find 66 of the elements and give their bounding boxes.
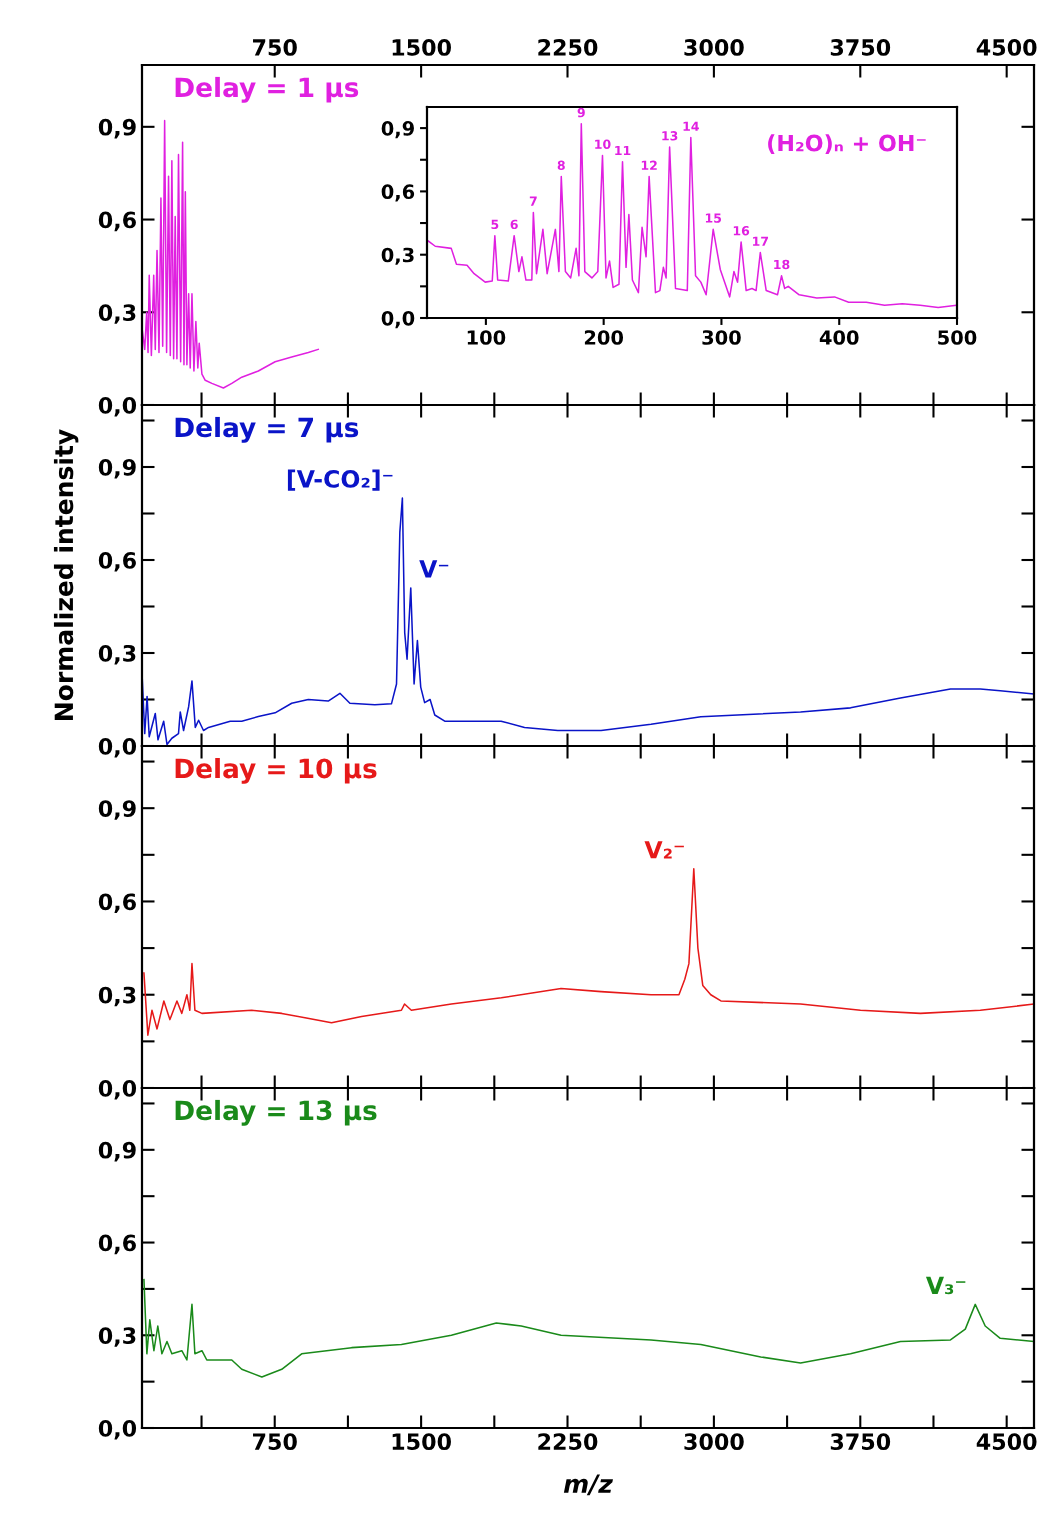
annotation: 12	[641, 160, 657, 170]
y-tick-label: 0,0	[98, 1079, 137, 1100]
chart-title: Delay = 1 µs	[175, 76, 359, 103]
line-series	[143, 868, 1034, 1036]
x2-tick-label: 4500	[976, 39, 1037, 56]
x-tick-label: 750	[253, 1433, 297, 1451]
annotation: V₂⁻	[644, 841, 684, 859]
y-tick-label: 0,3	[98, 986, 136, 1007]
y-tick-label: 0,6	[381, 184, 415, 202]
chart-title: Delay = 10 µs	[175, 757, 377, 784]
x-tick-label: 3000	[684, 1433, 744, 1451]
annotation: [V-CO₂]⁻	[287, 469, 393, 491]
y-axis-title: Normalized intensity	[53, 429, 79, 720]
y-tick-label: 0,9	[381, 121, 414, 139]
y-tick-label: 0,6	[98, 551, 136, 572]
y-tick-label: 0,0	[98, 737, 137, 758]
annotation: 7	[529, 196, 537, 206]
y-tick-label: 0,0	[98, 1419, 137, 1440]
chart-title: Delay = 7 µs	[175, 416, 359, 443]
annotation: V₃⁻	[925, 1276, 966, 1295]
y-tick-label: 0,3	[98, 304, 136, 324]
y-tick-label: 0,6	[98, 1234, 136, 1255]
x2-tick-label: 2250	[538, 39, 598, 56]
annotation: (H₂O)ₙ + OH⁻	[768, 134, 926, 155]
annotation: V⁻	[419, 560, 449, 578]
annotation: 15	[705, 213, 722, 223]
x2-tick-label: 750	[253, 39, 297, 56]
x-tick-label: 3750	[830, 1433, 891, 1451]
line-series	[143, 1278, 1034, 1378]
annotation: 9	[577, 107, 585, 118]
annotation: 16	[733, 226, 750, 236]
x-tick-label: 400	[819, 330, 859, 345]
x2-tick-label: 3000	[684, 39, 744, 56]
x2-tick-label: 3750	[830, 39, 891, 56]
y-tick-label: 0,9	[98, 1141, 136, 1162]
x-tick-label: 500	[938, 330, 977, 345]
y-tick-label: 0,9	[98, 458, 136, 479]
annotation: 14	[683, 121, 699, 131]
x-tick-label: 200	[584, 330, 624, 345]
annotation: 13	[662, 131, 678, 141]
y-tick-label: 0,9	[98, 800, 136, 820]
y-tick-label: 0,6	[98, 893, 136, 914]
annotation: 10	[595, 139, 611, 149]
x-axis-title: m/z	[563, 1474, 613, 1496]
annotation: 6	[510, 219, 518, 230]
y-tick-label: 0,0	[98, 396, 137, 417]
y-tick-label: 0,3	[98, 1327, 136, 1347]
y-tick-label: 0,6	[98, 211, 136, 232]
chart-title: Delay = 13 µs	[175, 1099, 377, 1126]
annotation: 17	[753, 236, 769, 246]
x-tick-label: 2250	[538, 1433, 598, 1451]
y-tick-label: 0,9	[98, 118, 136, 139]
x-tick-label: 1500	[392, 1433, 451, 1451]
annotation: 11	[615, 145, 631, 156]
line-series	[427, 123, 957, 309]
annotation: 8	[557, 160, 565, 171]
x2-tick-label: 1500	[392, 39, 451, 56]
annotation: 5	[491, 219, 499, 230]
line-series	[142, 119, 320, 389]
x-tick-label: 4500	[976, 1433, 1037, 1451]
annotation: 18	[774, 259, 790, 270]
y-tick-label: 0,3	[381, 247, 414, 265]
x-tick-label: 100	[467, 330, 506, 345]
x-tick-label: 300	[702, 330, 741, 345]
y-tick-label: 0,3	[98, 644, 136, 665]
y-tick-label: 0,0	[381, 310, 415, 329]
